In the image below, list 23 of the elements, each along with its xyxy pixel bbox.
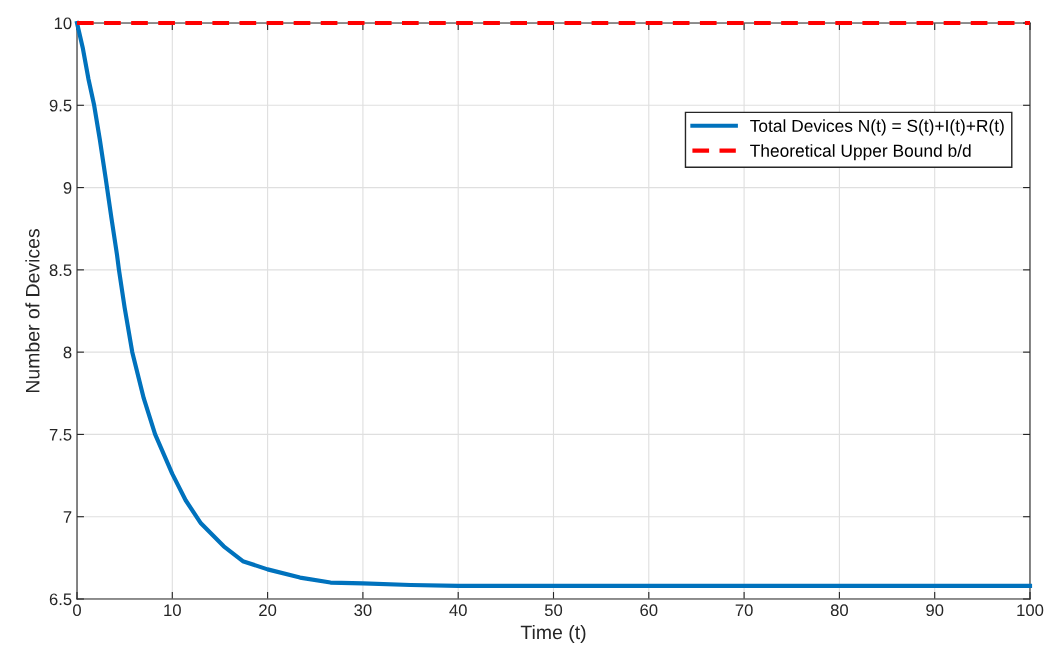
x-tick-label: 90 (926, 604, 944, 617)
x-tick-label: 10 (164, 604, 181, 617)
x-tick-label: 30 (354, 604, 372, 617)
y-tick-label: 8.5 (49, 264, 72, 277)
y-tick-label: 7 (63, 511, 72, 523)
y-axis-title: Number of Devices (25, 229, 40, 393)
x-tick-label: 0 (73, 604, 81, 617)
x-tick-label: 80 (830, 604, 849, 617)
x-tick-label: 70 (735, 604, 753, 617)
y-tick-label: 7.5 (49, 429, 72, 441)
y-tick-label: 9.5 (49, 99, 72, 112)
y-tick-label: 10 (54, 17, 72, 30)
x-tick-label: 40 (449, 604, 467, 617)
y-tick-label: 6.5 (49, 593, 72, 606)
x-tick-label: 20 (259, 604, 277, 617)
x-tick-label: 60 (640, 604, 658, 617)
x-tick-label: 50 (544, 604, 563, 617)
x-axis-title: Time (t) (520, 624, 586, 644)
y-tick-label: 8 (63, 346, 72, 359)
y-tick-label: 9 (63, 181, 72, 194)
legend-label: Total Devices N(t) = S(t)+I(t)+R(t) (750, 119, 1004, 136)
x-tick-label: 100 (1017, 604, 1044, 617)
legend-label: Theoretical Upper Bound b/d (750, 144, 971, 161)
